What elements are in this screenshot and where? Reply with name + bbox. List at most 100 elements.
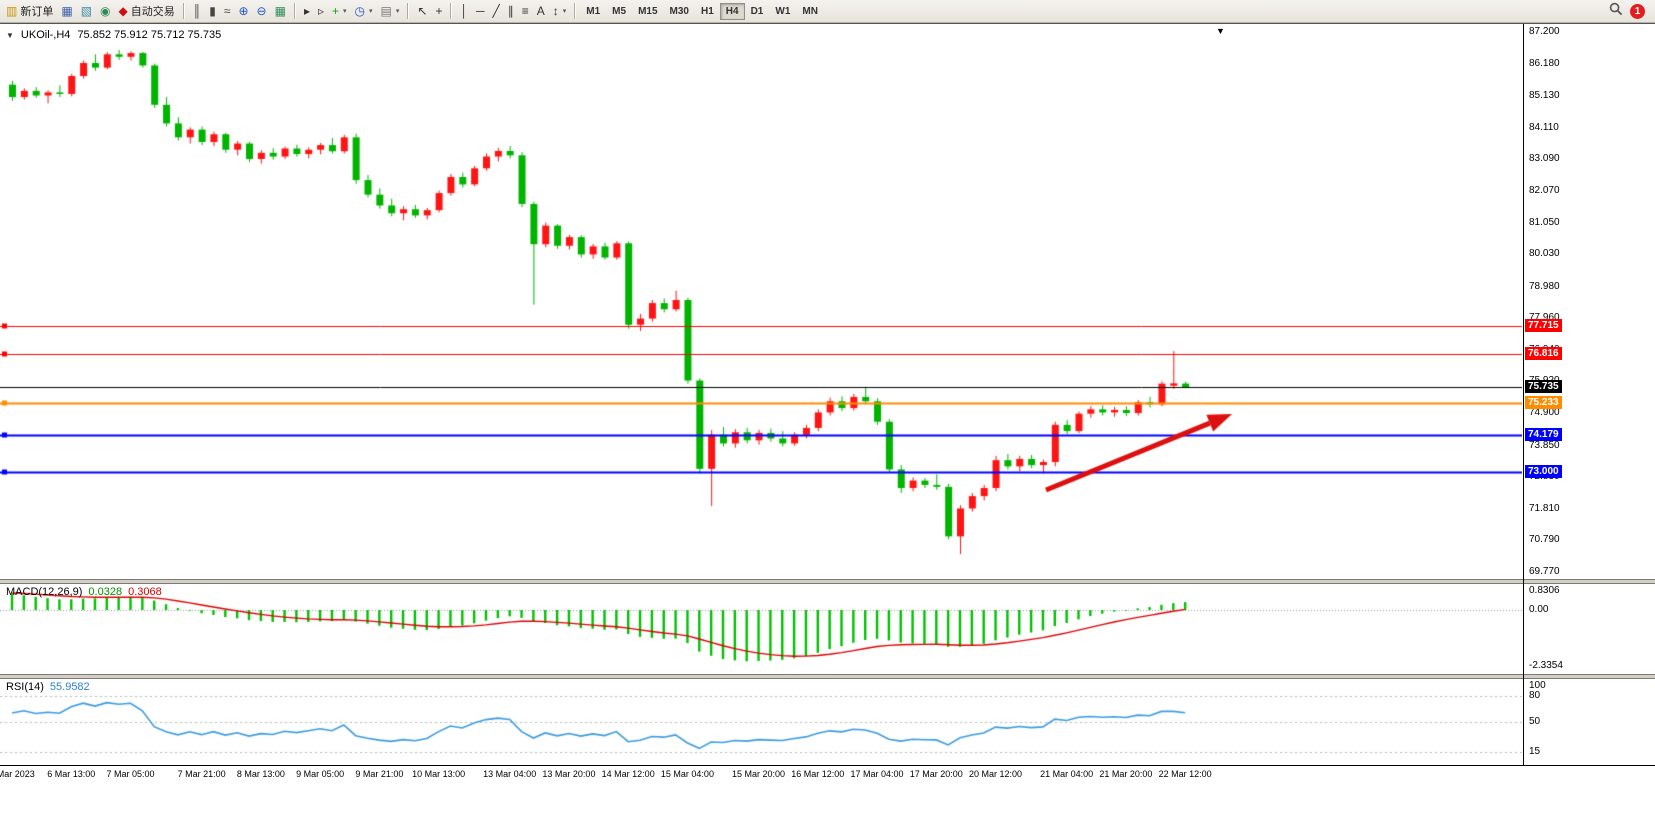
rsi-axis-label: 80: [1529, 690, 1541, 702]
timeframe-d1-button[interactable]: D1: [750, 5, 764, 17]
rsi-axis-label: 15: [1529, 746, 1541, 758]
data-window-button[interactable]: ▧: [77, 1, 96, 21]
toolbar-separator: [574, 3, 577, 19]
indicators-dropdown-icon[interactable]: ▾: [343, 8, 347, 15]
trendline-button[interactable]: ╱: [488, 1, 503, 21]
new-order-button[interactable]: ▥ 新订单: [2, 1, 57, 21]
zoom-in-button[interactable]: ⊕: [234, 1, 252, 21]
time-axis[interactable]: 5 Mar 2023 6 Mar 13:00 7 Mar 05:00 7 Mar 21…: [0, 765, 1655, 784]
chart-window: 5 Mar 2023 6 Mar 13:00 7 Mar 05:00 7 Mar 21…: [0, 23, 1655, 828]
chart-shift-marker-icon[interactable]: ▼: [1216, 26, 1225, 36]
navigator-button[interactable]: ◉: [96, 1, 114, 21]
timeframe-m1-button[interactable]: M1: [586, 5, 601, 17]
equidistant-channel-icon: ∥: [507, 4, 514, 18]
time-label: 6 Mar 13:00: [47, 769, 96, 779]
line-chart-button[interactable]: ≈: [220, 1, 235, 21]
bar-chart-icon: ║: [192, 4, 202, 18]
templates-button[interactable]: ▤ ▾: [377, 1, 404, 21]
equidistant-channel-button[interactable]: ∥: [504, 1, 518, 21]
time-label: 15 Mar 20:00: [732, 769, 786, 779]
tile-windows-icon: ▦: [274, 4, 286, 18]
horizontal-line-button[interactable]: ─: [472, 1, 489, 21]
price-tick: 87.200: [1529, 26, 1560, 37]
price-chart-canvas[interactable]: [0, 24, 1522, 579]
macd-signal-value: 0.3068: [128, 586, 162, 598]
indicators-icon: +: [332, 4, 340, 18]
macd-indicator-label: MACD(12,26,9) 0.0328 0.3068: [6, 586, 162, 598]
time-label: 22 Mar 12:00: [1158, 769, 1212, 779]
time-label: 9 Mar 21:00: [355, 769, 404, 779]
market-watch-button[interactable]: ▦: [57, 1, 76, 21]
timeframe-h1-button[interactable]: H1: [700, 5, 714, 17]
tile-windows-button[interactable]: ▦: [271, 1, 290, 21]
bar-chart-button[interactable]: ║: [189, 1, 206, 21]
search-icon[interactable]: [1609, 2, 1623, 21]
time-label: 17 Mar 20:00: [909, 769, 963, 779]
toolbar-separator: [293, 3, 296, 19]
auto-trading-icon: ◆: [118, 4, 128, 18]
auto-scroll-button[interactable]: ▹: [314, 1, 328, 21]
arrows-tool-button[interactable]: ↕ ▾: [549, 1, 571, 21]
templates-dropdown-icon[interactable]: ▾: [395, 8, 400, 15]
collapse-arrow-icon[interactable]: ▼: [6, 30, 14, 40]
timeframe-mn-button[interactable]: MN: [802, 5, 818, 17]
time-label: 17 Mar 04:00: [850, 769, 904, 779]
candlestick-chart-button[interactable]: ▮: [205, 1, 220, 21]
zoom-out-button[interactable]: ⊖: [253, 1, 271, 21]
periods-dropdown-icon[interactable]: ▾: [369, 8, 373, 15]
time-label: 10 Mar 13:00: [412, 769, 466, 779]
time-label: 21 Mar 04:00: [1040, 769, 1094, 779]
timeframe-m5-button[interactable]: M5: [612, 5, 627, 17]
toolbar-separator: [182, 3, 185, 19]
auto-trading-label: 自动交易: [130, 6, 175, 18]
chart-shift-icon: ▸: [303, 4, 310, 18]
pane-separator[interactable]: [0, 674, 1655, 679]
price-tick: 78.980: [1529, 280, 1560, 292]
auto-trading-button[interactable]: ◆ 自动交易: [115, 1, 179, 21]
macd-axis-label: 0.8306: [1529, 585, 1560, 596]
toolbar-separator: [450, 3, 453, 19]
notification-badge[interactable]: 1: [1630, 3, 1645, 19]
data-window-icon: ▧: [80, 4, 93, 18]
indicators-button[interactable]: + ▾: [328, 1, 351, 21]
pivot-line-price-tag: 75.233: [1525, 395, 1562, 409]
time-label: 15 Mar 04:00: [660, 769, 714, 779]
toolbar-separator: [407, 3, 410, 19]
macd-canvas[interactable]: [0, 584, 1522, 674]
time-label: 13 Mar 20:00: [542, 769, 596, 779]
line-chart-icon: ≈: [223, 4, 231, 18]
fibonacci-icon: ≡: [521, 4, 529, 18]
horizontal-line-icon: ─: [475, 4, 485, 18]
fibonacci-button[interactable]: ≡: [518, 1, 533, 21]
crosshair-button[interactable]: +: [431, 1, 446, 21]
chart-title: ▼ UKOil-,H4 75.852 75.912 75.712 75.735: [6, 29, 221, 41]
price-tick: 70.790: [1529, 534, 1560, 546]
time-label: 21 Mar 20:00: [1099, 769, 1153, 779]
timeframe-m30-button[interactable]: M30: [669, 5, 689, 17]
timeframe-h4-button[interactable]: H4: [719, 2, 745, 20]
ohlc-values: 75.852 75.912 75.712 75.735: [77, 29, 222, 41]
toolbar-buttons: ▥ 新订单 ▦ ▧ ◉ ◆ 自动交易 ║ ▮ ≈ ⊕ ⊖ ▦ ▸ ▹ + ▾ ◷ ▾ ▤ ▾ ↖ + │ ─ ╱ ∥ ≡ A ↕ ▾ M1 M5…: [2, 1, 824, 21]
rsi-indicator-label: RSI(14) 55.9582: [6, 681, 90, 693]
price-scale[interactable]: 87.200 86.180 85.130 84.110 83.090 82.070 81.0…: [1523, 24, 1655, 765]
text-tool-button[interactable]: A: [533, 1, 549, 21]
chart-shift-button[interactable]: ▸: [300, 1, 314, 21]
candlestick-chart-icon: ▮: [209, 4, 216, 18]
new-order-icon: ▥: [6, 4, 18, 18]
auto-scroll-icon: ▹: [317, 4, 324, 18]
vertical-line-button[interactable]: │: [456, 1, 472, 21]
price-tick: 85.130: [1529, 90, 1560, 102]
price-tick: 77.960: [1529, 312, 1560, 324]
rsi-canvas[interactable]: [0, 679, 1522, 765]
time-label: 14 Mar 12:00: [601, 769, 655, 779]
cursor-button[interactable]: ↖: [413, 1, 431, 21]
timeframe-w1-button[interactable]: W1: [775, 5, 791, 17]
crosshair-icon: +: [435, 4, 443, 18]
time-label: 5 Mar 2023: [0, 769, 35, 779]
price-tick: 80.030: [1529, 248, 1560, 260]
periods-button[interactable]: ◷ ▾: [351, 1, 377, 21]
arrows-tool-dropdown-icon[interactable]: ▾: [562, 8, 567, 15]
price-tick: 84.110: [1529, 121, 1559, 133]
pane-separator[interactable]: [0, 579, 1655, 584]
timeframe-m15-button[interactable]: M15: [638, 5, 658, 17]
